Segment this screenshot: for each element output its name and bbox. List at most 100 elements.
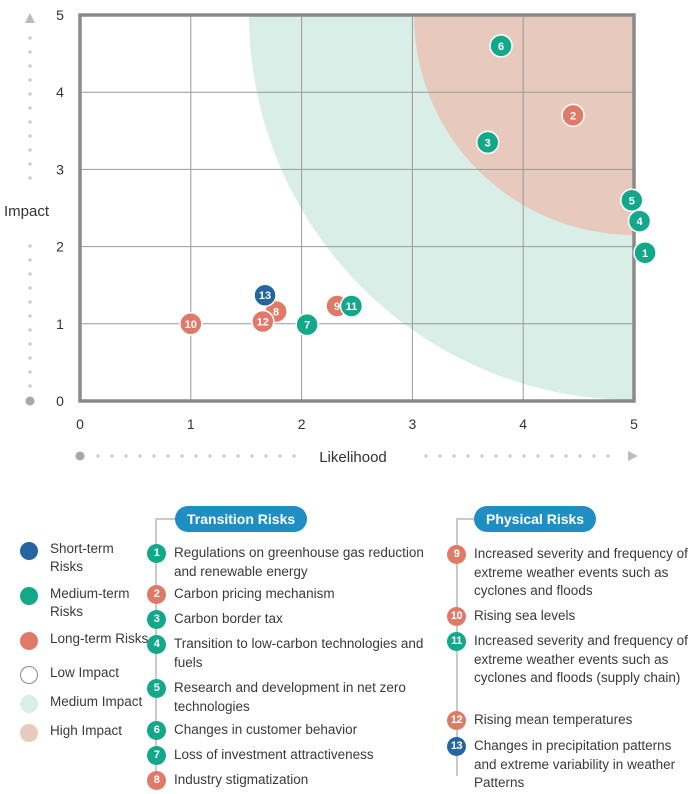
- risk-marker-10: 10: [179, 312, 203, 336]
- risk-marker-number: 1: [642, 248, 648, 260]
- risk-description: Transition to low-carbon technologies an…: [174, 636, 424, 670]
- transition-connector-top: [155, 518, 177, 520]
- risk-description: Changes in precipitation patterns and ex…: [474, 738, 676, 790]
- risk-number-badge: 12: [447, 711, 466, 730]
- legend-short-term: Short-term Risks: [20, 540, 150, 576]
- risk-description: Increased severity and frequency of extr…: [474, 546, 688, 598]
- physical-risk-item-9: 9 Increased severity and frequency of ext…: [447, 545, 692, 601]
- legend: Short-term Risks Medium-term Risks Long-…: [20, 540, 150, 751]
- risk-marker-number: 11: [346, 301, 358, 313]
- risk-marker-number: 12: [257, 316, 269, 328]
- legend-high-impact: High Impact: [20, 722, 150, 742]
- risk-marker-dot: [179, 312, 203, 336]
- short-term-swatch: [20, 542, 38, 560]
- risk-number-badge: 4: [147, 635, 166, 654]
- legend-low-impact-label: Low Impact: [50, 665, 120, 680]
- risk-description: Regulations on greenhouse gas reduction …: [174, 545, 424, 579]
- physical-risk-item-11: 11 Increased severity and frequency of ex…: [447, 632, 692, 688]
- legend-low-impact: Low Impact: [20, 664, 150, 684]
- risk-marker-5: 5: [620, 188, 644, 213]
- risk-number-badge: 2: [147, 585, 166, 604]
- transition-risk-item-7: 7 Loss of investment attractiveness: [147, 746, 437, 765]
- risk-number-badge: 1: [147, 544, 166, 563]
- risk-description: Carbon pricing mechanism: [174, 586, 335, 601]
- risk-marker-7: 7: [295, 312, 319, 337]
- transition-risk-item-1: 1 Regulations on greenhouse gas reduction…: [147, 544, 437, 581]
- risk-number-badge: 11: [447, 632, 466, 651]
- x-tick-label: 1: [187, 416, 195, 432]
- transition-risks-tag: Transition Risks: [175, 506, 308, 532]
- risk-number-badge: 8: [147, 771, 166, 790]
- risk-marker-dot: [561, 103, 585, 128]
- legend-high-impact-label: High Impact: [50, 723, 123, 738]
- legend-short-label: Short-term Risks: [50, 541, 114, 574]
- physical-risk-item-12: 12 Rising mean temperatures: [447, 711, 692, 730]
- risk-number-badge: 13: [447, 737, 466, 756]
- risk-marker-number: 6: [498, 41, 504, 53]
- risk-marker-2: 2: [561, 103, 585, 128]
- risk-description: Industry stigmatization: [174, 772, 309, 787]
- risk-marker-13: 13: [253, 283, 277, 307]
- legend-long-label: Long-term Risks: [50, 631, 149, 646]
- long-term-swatch: [20, 632, 38, 650]
- risk-description: Rising sea levels: [474, 608, 576, 623]
- legend-medium-impact: Medium Impact: [20, 693, 150, 713]
- low-impact-swatch: [20, 666, 38, 684]
- risk-marker-dot: [633, 241, 657, 265]
- risk-marker-number: 2: [570, 110, 576, 122]
- risk-description: Changes in customer behavior: [174, 722, 358, 737]
- transition-risk-item-3: 3 Carbon border tax: [147, 610, 437, 629]
- legend-medium-impact-label: Medium Impact: [50, 694, 143, 709]
- risk-number-badge: 10: [447, 607, 466, 626]
- y-tick-label: 2: [56, 239, 64, 255]
- risk-marker-dot: [339, 294, 364, 318]
- risk-marker-number: 13: [259, 290, 271, 302]
- x-tick-labels: 0 1 2 3 4 5: [76, 416, 638, 432]
- y-tick-label: 1: [56, 316, 64, 332]
- transition-risk-item-5: 5 Research and development in net zero te…: [147, 679, 437, 716]
- risk-marker-dot: [489, 34, 513, 58]
- risk-marker-dot: [251, 309, 275, 334]
- risk-description: Research and development in net zero tec…: [174, 680, 406, 714]
- risk-marker-dot: [627, 209, 652, 233]
- risk-marker-6: 6: [489, 34, 513, 58]
- risk-marker-12: 12: [251, 309, 275, 334]
- x-tick-label: 4: [519, 416, 527, 432]
- medium-term-swatch: [20, 587, 38, 605]
- grid-lines: [80, 15, 634, 401]
- x-axis-title: Likelihood: [319, 449, 387, 466]
- medium-impact-swatch: [20, 695, 38, 713]
- y-tick-labels: 0 1 2 3 4 5: [56, 7, 64, 409]
- risk-number-badge: 7: [147, 746, 166, 765]
- risk-marker-number: 8: [273, 306, 279, 318]
- risk-description: Loss of investment attractiveness: [174, 747, 374, 762]
- risk-marker-4: 4: [627, 209, 652, 233]
- transition-risk-item-8: 8 Industry stigmatization: [147, 771, 437, 790]
- y-axis-dotted-arrow: [25, 13, 35, 406]
- y-axis-title: Impact: [4, 203, 50, 220]
- physical-risk-item-10: 10 Rising sea levels: [447, 607, 692, 626]
- risk-marker-number: 4: [636, 216, 643, 228]
- risk-marker-dot: [475, 130, 500, 155]
- y-tick-label: 5: [56, 7, 64, 23]
- risk-marker-dot: [253, 283, 277, 307]
- x-axis-dotted-arrow: [75, 451, 638, 461]
- x-tick-label: 5: [630, 416, 638, 432]
- legend-long-term: Long-term Risks: [20, 630, 150, 650]
- high-impact-swatch: [20, 724, 38, 742]
- risk-marker-number: 7: [304, 320, 310, 332]
- y-tick-label: 4: [56, 84, 64, 100]
- legend-medium-label: Medium-term Risks: [50, 586, 130, 619]
- physical-risk-item-13: 13 Changes in precipitation patterns and …: [447, 737, 692, 793]
- risk-marker-dot: [620, 188, 644, 213]
- physical-connector-top: [456, 518, 478, 520]
- x-tick-label: 3: [409, 416, 417, 432]
- legend-medium-term: Medium-term Risks: [20, 585, 150, 621]
- risk-description: Carbon border tax: [174, 611, 283, 626]
- risk-marker-number: 10: [185, 319, 197, 331]
- x-tick-label: 2: [298, 416, 306, 432]
- y-tick-label: 3: [56, 161, 64, 177]
- risk-marker-1: 1: [633, 241, 657, 265]
